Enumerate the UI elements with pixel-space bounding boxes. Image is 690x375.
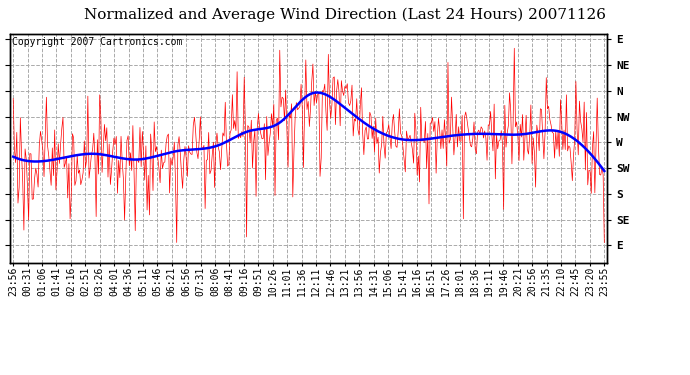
Text: Normalized and Average Wind Direction (Last 24 Hours) 20071126: Normalized and Average Wind Direction (L…	[84, 8, 606, 22]
Text: Copyright 2007 Cartronics.com: Copyright 2007 Cartronics.com	[12, 37, 182, 47]
